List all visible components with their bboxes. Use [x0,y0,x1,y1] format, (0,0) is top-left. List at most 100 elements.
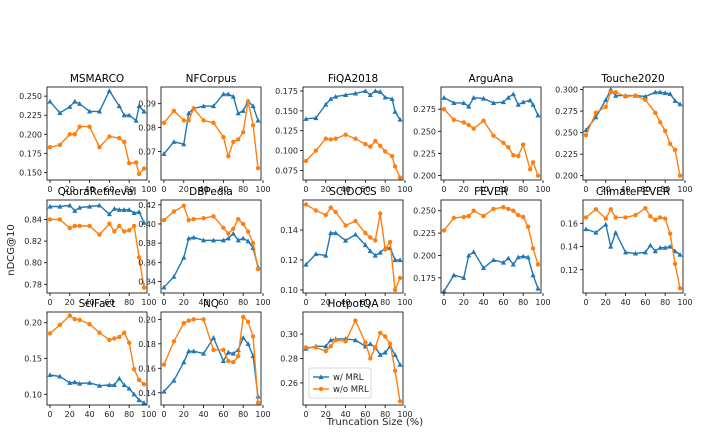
panel-scifact: SciFact 0.10 0.15 0.20 0 20 40 60 80 100 [24,298,156,419]
y-tick-label: 0.175 [413,274,436,283]
data-point-wo-mrl [57,322,63,328]
data-point-w-mrl [250,103,256,109]
data-point-wo-mrl [530,246,536,251]
data-point-w-mrl [466,103,472,109]
data-point-w-mrl [652,248,658,254]
data-point-wo-mrl [466,213,471,219]
data-point-w-mrl [111,382,117,388]
x-tick-label: 20 [65,298,75,307]
data-point-wo-mrl [231,139,236,145]
panel-scidocs: SCIDOCS 0.10 0.12 0.14 0 20 40 60 80 100 [280,186,412,307]
y-tick-label: 0.100 [275,147,298,156]
series-line-w-mrl [50,204,145,223]
x-tick-label: 100 [677,185,692,194]
data-point-w-mrl [647,242,653,248]
y-tick-label: 0.150 [19,168,42,177]
data-point-w-mrl [441,288,447,294]
data-point-wo-mrl [221,134,226,140]
data-point-w-mrl [593,229,599,235]
data-point-wo-mrl [662,216,668,221]
data-point-w-mrl [235,110,241,116]
data-point-wo-mrl [161,362,167,367]
data-point-w-mrl [466,252,472,258]
data-point-wo-mrl [191,216,196,222]
y-tick-label: 0.250 [413,127,436,136]
data-point-wo-mrl [126,228,132,233]
data-point-wo-mrl [201,118,206,123]
data-point-wo-mrl [77,124,82,129]
x-tick-label: 60 [640,298,650,307]
x-tick-label: 80 [380,298,390,307]
data-point-wo-mrl [303,345,309,350]
panel-title: FiQA2018 [328,73,378,85]
data-point-wo-mrl [378,143,383,149]
data-point-wo-mrl [501,204,506,210]
data-point-w-mrl [323,252,329,258]
data-point-wo-mrl [389,153,395,159]
y-tick-label: 0.10 [280,286,298,295]
x-tick-label: 40 [340,185,350,194]
data-point-w-mrl [451,100,457,106]
y-tick-label: 0.34 [138,277,156,286]
data-point-wo-mrl [613,89,618,95]
x-tick-label: 80 [124,298,134,307]
data-point-w-mrl [200,351,207,356]
data-point-wo-mrl [303,158,309,164]
y-tick-label: 0.36 [138,258,156,267]
data-point-wo-mrl [72,316,77,322]
data-point-wo-mrl [471,208,476,213]
data-point-wo-mrl [87,124,92,129]
data-point-wo-mrl [107,337,112,343]
data-point-w-mrl [77,380,83,386]
x-tick-label: 20 [601,298,611,307]
data-point-wo-mrl [126,161,132,166]
panel-title: FEVER [474,186,508,198]
x-tick-label: 60 [218,410,228,419]
x-tick-label: 0 [161,298,166,307]
y-tick-label: 0.42 [138,201,156,210]
y-tick-label: 0.075 [275,166,298,175]
data-point-wo-mrl [648,214,653,219]
data-point-wo-mrl [363,230,368,236]
data-point-w-mrl [362,88,368,94]
data-point-w-mrl [657,245,663,250]
data-point-w-mrl [367,92,373,98]
panel-quoraretrieval: QuoraRetrieval 0.78 0.80 0.82 0.84 0 20 40 60 80 1… [24,186,156,307]
data-point-wo-mrl [527,167,533,172]
data-point-wo-mrl [226,358,231,364]
y-tick-label: 0.250 [555,129,578,138]
data-point-wo-mrl [516,153,521,159]
data-point-wo-mrl [613,215,618,220]
data-point-wo-mrl [57,217,63,222]
x-tick-label: 100 [397,185,412,194]
data-point-w-mrl [116,375,122,381]
data-point-w-mrl [86,380,93,385]
data-point-wo-mrl [392,164,398,169]
data-point-w-mrl [72,379,78,385]
data-point-wo-mrl [72,132,77,137]
data-point-wo-mrl [491,206,496,212]
data-point-w-mrl [323,101,329,107]
data-point-wo-mrl [122,330,127,335]
data-point-w-mrl [372,252,378,258]
data-point-wo-mrl [313,208,319,213]
x-tick-label: 20 [459,298,469,307]
data-point-w-mrl [235,237,241,243]
data-point-w-mrl [677,101,683,107]
data-point-wo-mrl [593,207,599,212]
data-point-wo-mrl [77,223,82,229]
data-point-wo-mrl [653,110,658,116]
data-point-w-mrl [535,112,541,118]
data-point-w-mrl [362,242,368,248]
data-point-w-mrl [106,211,112,217]
data-point-wo-mrl [368,356,373,361]
data-point-wo-mrl [255,165,261,171]
data-point-w-mrl [667,243,673,249]
y-tick-label: 0.175 [19,149,42,158]
x-tick-label: 60 [218,298,228,307]
data-point-wo-mrl [97,232,102,237]
data-point-wo-mrl [67,225,72,231]
x-tick-label: 100 [141,410,156,419]
y-tick-label: 0.14 [280,226,298,235]
y-tick-label: 0.225 [555,150,578,159]
